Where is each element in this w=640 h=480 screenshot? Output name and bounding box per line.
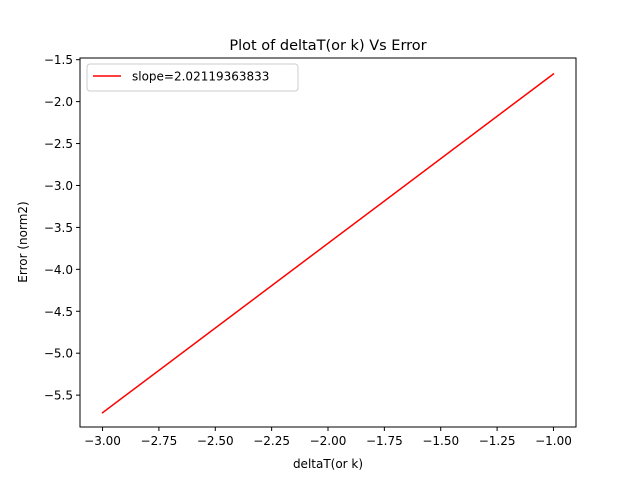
y-tick-label: −3.5 <box>44 221 73 235</box>
axes-frame <box>79 57 577 428</box>
y-tick-label: −2.5 <box>44 137 73 151</box>
y-tick-label: −2.0 <box>44 95 73 109</box>
y-tick-label: −1.5 <box>44 53 73 67</box>
x-tick-label: −3.00 <box>84 434 121 448</box>
y-tick-label: −3.0 <box>44 179 73 193</box>
plot-area <box>101 72 555 414</box>
y-tick-label: −4.0 <box>44 263 73 277</box>
legend-entry-label: slope=2.02119363833 <box>132 70 269 84</box>
legend: slope=2.02119363833 <box>86 63 299 92</box>
chart-title: Plot of deltaT(or k) Vs Error <box>229 38 426 54</box>
y-tick-label: −5.0 <box>44 347 73 361</box>
x-tick-label: −1.00 <box>535 434 572 448</box>
x-tick-label: −1.25 <box>479 434 516 448</box>
x-tick-label: −2.75 <box>141 434 178 448</box>
x-tick-label: −2.25 <box>253 434 290 448</box>
y-tick-label: −4.5 <box>44 305 73 319</box>
y-axis-label: Error (norm2) <box>16 201 30 282</box>
y-axis-ticks: −1.5 −2.0 −2.5 −3.0 −3.5 −4.0 −4.5 −5.0 −5.5 <box>44 53 80 403</box>
x-tick-label: −1.75 <box>366 434 403 448</box>
series-line-0 <box>101 72 555 414</box>
y-tick-label: −5.5 <box>44 389 73 403</box>
x-axis-ticks: −3.00 −2.75 −2.50 −2.25 −2.00 −1.75 −1.50 −1.25… <box>84 427 572 448</box>
x-axis-label: deltaT(or k) <box>293 457 363 471</box>
legend-box <box>86 63 299 92</box>
x-tick-label: −1.50 <box>422 434 459 448</box>
x-tick-label: −2.50 <box>197 434 234 448</box>
x-tick-label: −2.00 <box>310 434 347 448</box>
